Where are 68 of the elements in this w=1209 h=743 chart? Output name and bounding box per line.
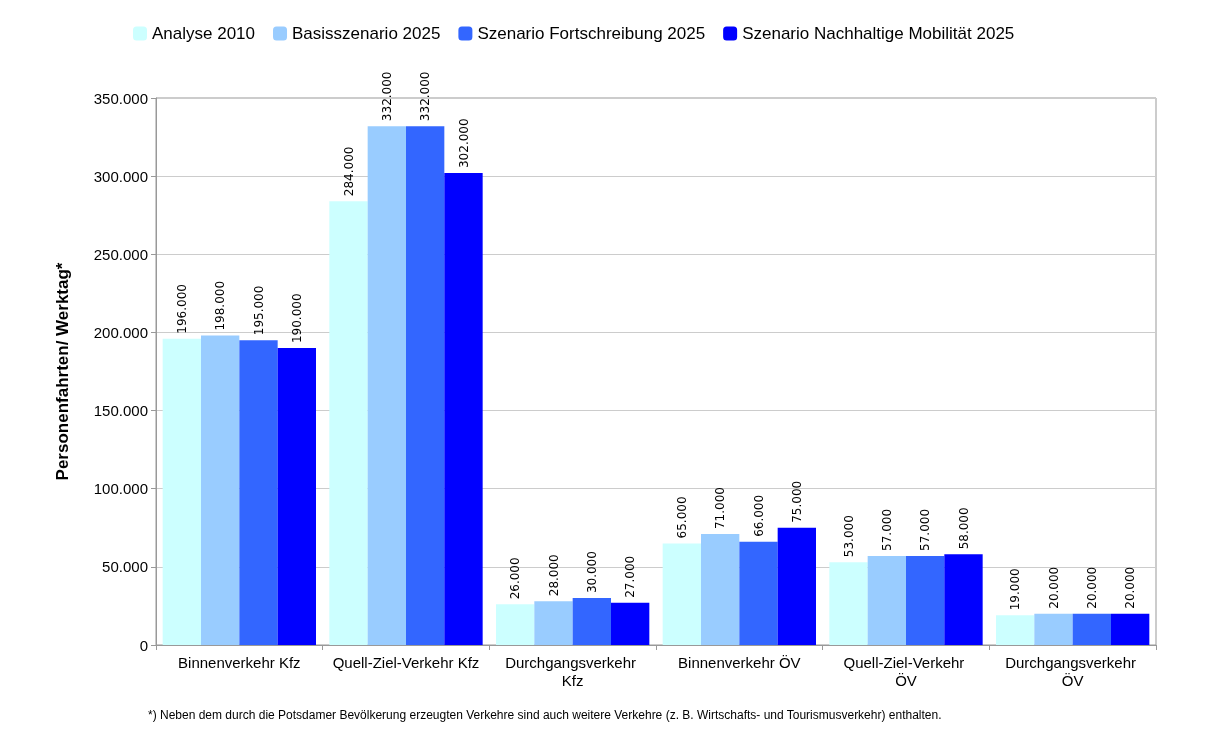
legend-label: Szenario Fortschreibung 2025 — [477, 24, 706, 43]
data-label: 332.000 — [418, 71, 433, 122]
data-label: 75.000 — [789, 480, 804, 523]
bar — [277, 348, 316, 645]
data-label: 195.000 — [251, 285, 266, 336]
bar — [777, 527, 816, 645]
data-label: 57.000 — [918, 508, 933, 551]
bar — [534, 601, 573, 645]
bar — [162, 338, 201, 645]
data-label: 198.000 — [213, 280, 228, 331]
bar — [444, 173, 483, 645]
data-label: 71.000 — [713, 487, 728, 530]
data-label: 65.000 — [674, 496, 689, 539]
x-tick-label: Durchgangsverkehr ÖV — [1005, 653, 1141, 689]
x-tick-label: Durchgangsverkehr Kfz — [505, 653, 641, 689]
y-tick-label: 350.000 — [93, 89, 148, 107]
y-tick-label: 0 — [139, 636, 148, 654]
bar — [367, 126, 406, 645]
bar — [944, 554, 983, 645]
y-tick-label: 150.000 — [93, 402, 148, 420]
bar — [906, 555, 945, 645]
data-label: 284.000 — [341, 146, 356, 197]
bar — [996, 615, 1035, 645]
data-label: 53.000 — [841, 515, 856, 558]
bar — [201, 335, 240, 645]
y-tick-label: 300.000 — [93, 167, 148, 185]
x-tick-label: Binnenverkehr ÖV — [678, 653, 801, 671]
data-label: 27.000 — [623, 555, 638, 598]
data-label: 57.000 — [879, 508, 894, 551]
bar — [611, 602, 650, 645]
bar — [239, 340, 278, 645]
y-axis-title: Personenfahrten/ Werktag* — [53, 262, 72, 481]
x-tick-label: Quell-Ziel-Verkehr ÖV — [843, 653, 969, 689]
data-label: 58.000 — [956, 507, 971, 550]
y-tick-label: 250.000 — [93, 245, 148, 263]
y-tick-label: 50.000 — [102, 558, 148, 576]
x-tick-label: Binnenverkehr Kfz — [178, 653, 301, 671]
text: *) Neben dem durch die Potsdamer Bevölkerung erzeugten Verkehre sind auch weitere Verkehre (z. B. Wirtschafts- und Tourismusverkehr) enthalten. — [148, 708, 942, 722]
data-label: 196.000 — [174, 284, 189, 334]
data-label: 28.000 — [546, 554, 561, 597]
legend-label: Analyse 2010 — [152, 24, 256, 43]
bar — [739, 541, 778, 645]
bar — [329, 201, 368, 645]
data-label: 302.000 — [456, 118, 471, 169]
bar — [496, 604, 535, 645]
bar — [406, 126, 445, 645]
bar — [1034, 613, 1073, 645]
bar — [829, 562, 868, 645]
y-tick-label: 100.000 — [93, 480, 148, 498]
bar — [1072, 613, 1111, 645]
x-tick-label: Quell-Ziel-Verkehr Kfz — [332, 653, 480, 671]
bar — [1111, 613, 1150, 645]
data-label: 26.000 — [508, 557, 523, 600]
y-tick-label: 200.000 — [93, 323, 148, 341]
bar — [662, 543, 701, 645]
data-label: 190.000 — [289, 293, 304, 344]
data-label: 19.000 — [1008, 568, 1023, 611]
legend-label: Basisszenario 2025 — [292, 24, 441, 43]
data-label: 20.000 — [1123, 566, 1138, 609]
data-label: 30.000 — [584, 551, 599, 594]
legend-label: Szenario Nachhaltige Mobilität 2025 — [742, 24, 1015, 43]
data-label: 20.000 — [1084, 566, 1099, 609]
bar — [572, 598, 611, 645]
data-label: 20.000 — [1046, 566, 1061, 609]
bar — [701, 534, 740, 645]
bar — [867, 555, 906, 645]
data-label: 332.000 — [379, 71, 394, 122]
data-label: 66.000 — [751, 494, 766, 537]
